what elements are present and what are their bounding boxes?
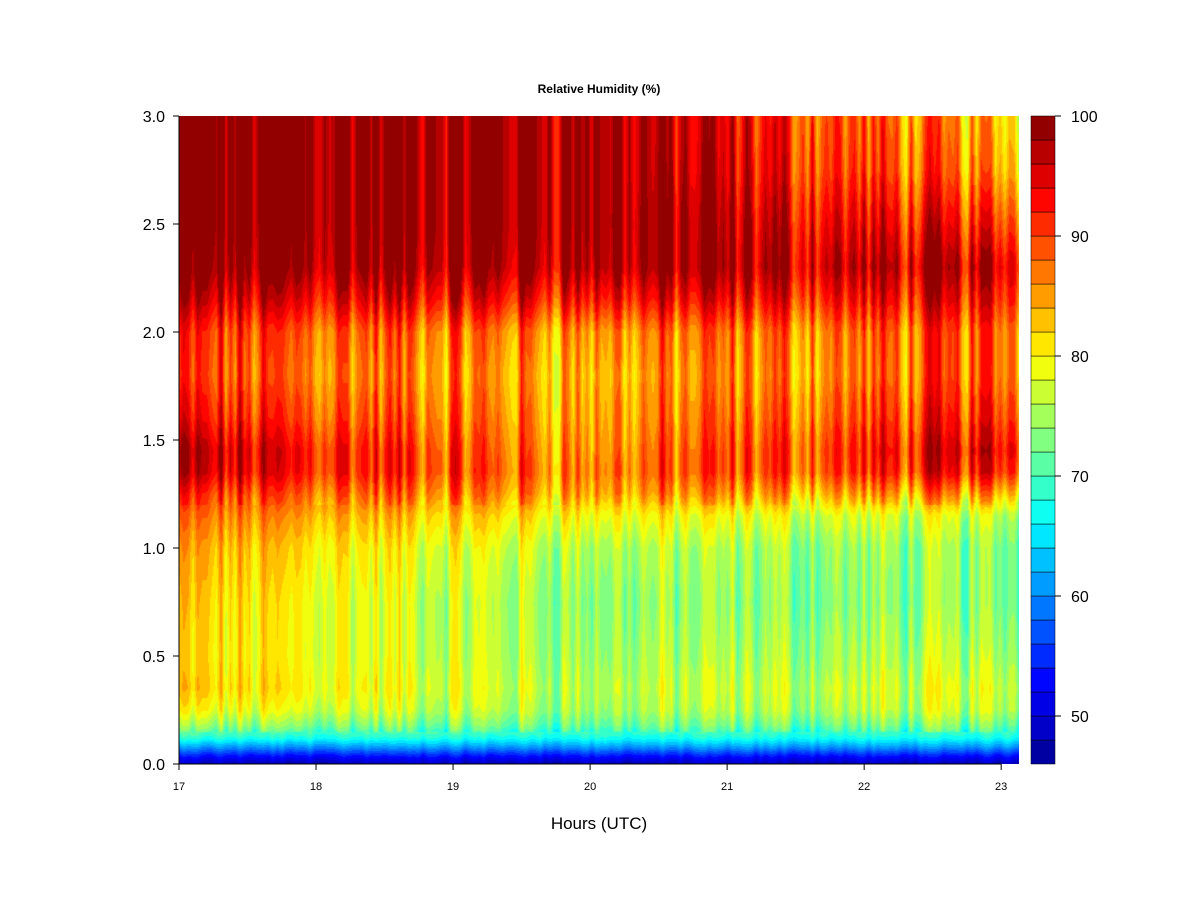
colorbar-bin [1030,283,1056,309]
colorbar-bin [1030,379,1056,405]
colorbar-bin [1030,643,1056,669]
colorbar-bin [1030,307,1056,333]
colorbar-bin [1030,115,1056,141]
colorbar-tick-label: 50 [1071,709,1089,726]
x-tick-label: 20 [584,781,596,793]
colorbar-bin [1030,715,1056,741]
heatmap-field [179,116,1019,764]
colorbar-bin [1030,355,1056,381]
colorbar-bin [1030,739,1056,765]
x-axis-label: Hours (UTC) [551,814,647,833]
y-tick-label: 1.5 [143,433,165,450]
y-tick-label: 2.5 [143,217,165,234]
colorbar-bin [1030,475,1056,501]
colorbar-bin [1030,451,1056,477]
colorbar: 50 60 70 80 90 100 [1030,109,1098,765]
x-tick-label: 19 [447,781,459,793]
colorbar-tick-label: 80 [1071,349,1089,366]
colorbar-bin [1030,403,1056,429]
x-tick-label: 18 [310,781,322,793]
x-tick-label: 23 [995,781,1007,793]
colorbar-bin [1030,187,1056,213]
y-tick-label: 3.0 [143,109,165,126]
colorbar-bin [1030,259,1056,285]
colorbar-bin [1030,499,1056,525]
x-tick-label: 17 [173,781,185,793]
colorbar-bin [1030,163,1056,189]
y-tick-label: 0.5 [143,649,165,666]
y-tick-label: 2.0 [143,325,165,342]
chart-title: Relative Humidity (%) [538,82,661,96]
y-tick-label: 1.0 [143,541,165,558]
colorbar-bin [1030,547,1056,573]
colorbar-tick-label: 90 [1071,229,1089,246]
colorbar-bin [1030,691,1056,717]
y-tick-label: 0.0 [143,757,165,774]
colorbar-bin [1030,139,1056,165]
x-axis: 17 18 19 20 21 22 23 [173,763,1007,793]
colorbar-bin [1030,619,1056,645]
colorbar-tick-label: 100 [1071,109,1098,126]
x-tick-label: 22 [858,781,870,793]
colorbar-tick-label: 60 [1071,589,1089,606]
colorbar-bin [1030,211,1056,237]
x-tick-label: 21 [721,781,733,793]
colorbar-bin [1030,571,1056,597]
colorbar-bin [1030,331,1056,357]
colorbar-bin [1030,523,1056,549]
y-axis: 0.0 0.5 1.0 1.5 2.0 2.5 3.0 [143,109,180,774]
colorbar-bin [1030,667,1056,693]
colorbar-bin [1030,595,1056,621]
colorbar-bin [1030,427,1056,453]
colorbar-tick-label: 70 [1071,469,1089,486]
colorbar-bin [1030,235,1056,261]
